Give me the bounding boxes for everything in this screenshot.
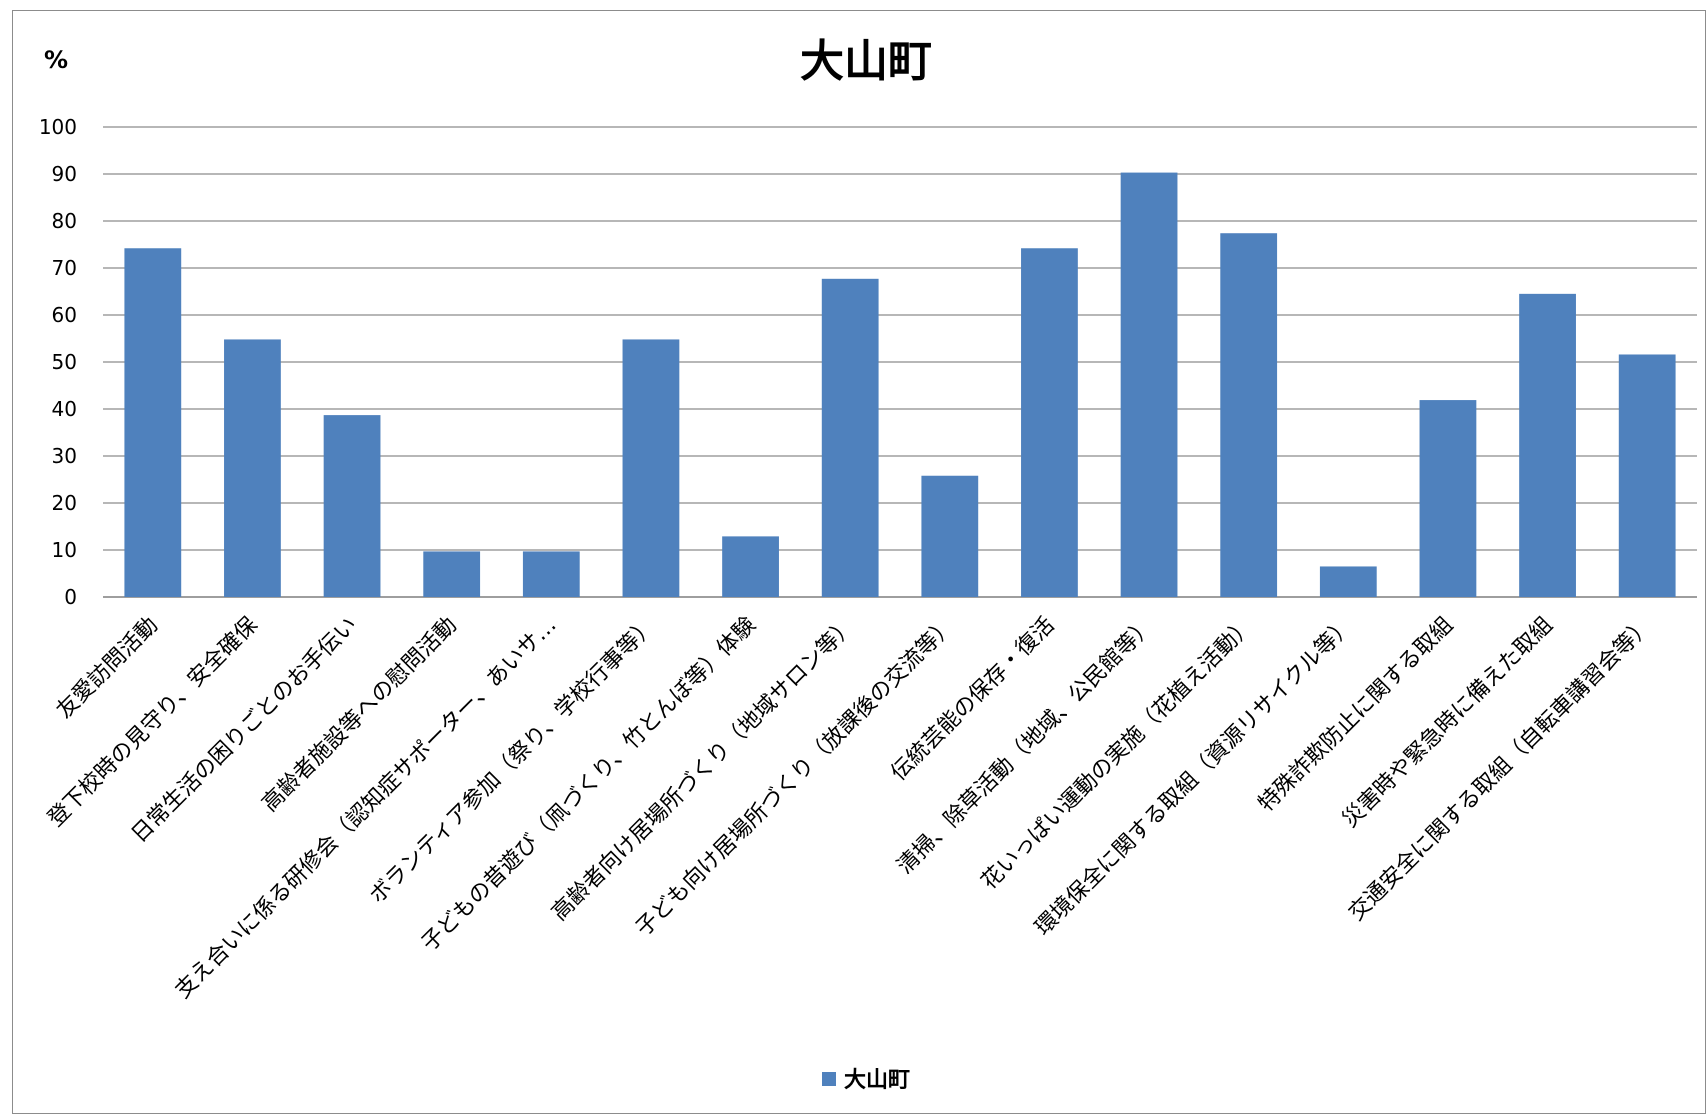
x-category-label: 登下校時の見守り、安全確保: [43, 613, 262, 832]
y-tick-label: 40: [52, 397, 77, 421]
y-tick-label: 50: [52, 350, 77, 374]
x-category-label: 伝統芸能の保存・復活: [886, 613, 1059, 786]
bar: [522, 551, 580, 597]
y-tick-label: 100: [39, 115, 77, 139]
bar: [1021, 248, 1078, 597]
bar: [1120, 172, 1178, 597]
y-tick-label: 0: [64, 585, 77, 609]
x-category-label: 支え合いに係る研修会（認知症サポーター、あいサ…: [171, 613, 562, 1004]
bars: [124, 172, 1676, 597]
y-tick-label: 90: [52, 162, 77, 186]
legend-label: 大山町: [844, 1068, 910, 1093]
bar: [1618, 354, 1676, 597]
chart-area: [12, 10, 1706, 1114]
legend: 大山町: [822, 1068, 910, 1093]
bar: [1319, 566, 1377, 597]
bar: [722, 536, 779, 597]
y-axis-ticks: 0 10 20 30 40 50 60 70 80 90 100: [39, 115, 77, 609]
x-category-label: 特殊詐欺防止に関する取組: [1254, 613, 1458, 817]
bar: [622, 339, 680, 597]
bar: [323, 415, 381, 597]
bar: [821, 278, 879, 597]
legend-swatch: [822, 1072, 836, 1086]
y-tick-label: 30: [52, 444, 77, 468]
x-category-label: 高齢者施設等への慰問活動: [258, 613, 462, 817]
x-category-label: 災害時や緊急時に備えた取組: [1338, 613, 1558, 833]
bar: [423, 551, 481, 597]
bar: [1419, 400, 1477, 597]
x-category-label: 子どもの昔遊び（凧づくり、竹とんぼ等）体験: [417, 613, 761, 957]
y-tick-label: 20: [52, 491, 77, 515]
y-tick-label: 70: [52, 256, 77, 280]
bar: [921, 475, 979, 597]
y-tick-label: 80: [52, 209, 77, 233]
x-category-label: 友愛訪問活動: [52, 613, 163, 724]
y-axis-unit-label: %: [44, 46, 68, 74]
x-axis-labels: 友愛訪問活動登下校時の見守り、安全確保日常生活の困りごとのお手伝い高齢者施設等へ…: [43, 613, 1657, 1004]
bar: [1519, 293, 1576, 597]
y-tick-label: 10: [52, 538, 77, 562]
y-tick-label: 60: [52, 303, 77, 327]
chart-title: 大山町: [800, 36, 932, 87]
bar: [124, 248, 182, 597]
bar: [224, 339, 281, 597]
bar: [1220, 233, 1278, 597]
